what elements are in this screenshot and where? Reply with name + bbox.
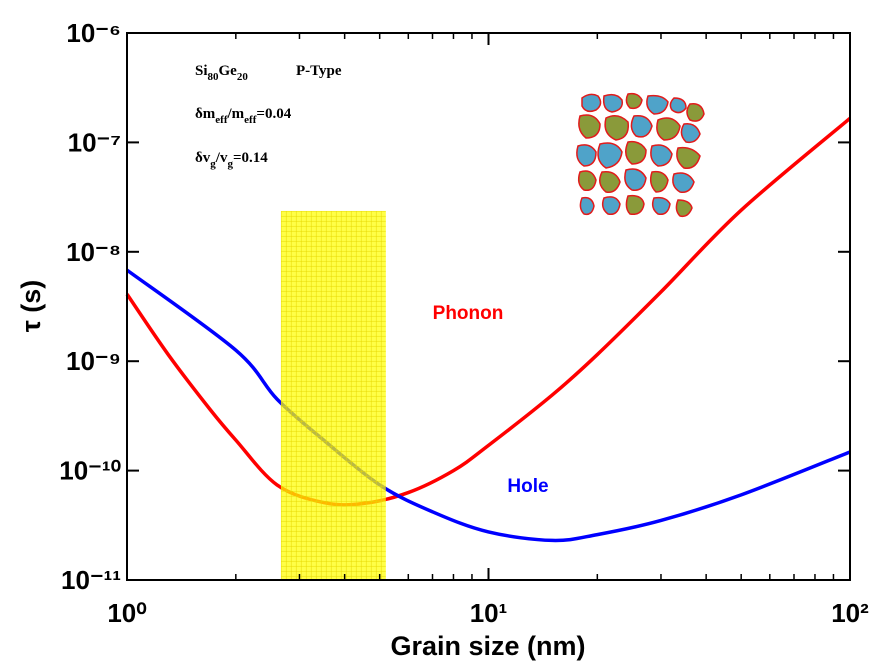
annotation: δmeff/meff=0.04 xyxy=(195,106,292,126)
curves xyxy=(125,116,852,543)
annotation-part: g xyxy=(210,158,216,170)
line xyxy=(125,116,852,507)
y-tick-label: 10⁻⁷ xyxy=(68,127,121,157)
overlay xyxy=(280,210,386,580)
annotation-part: /v xyxy=(215,150,228,166)
doping-label: P-Type xyxy=(296,63,342,79)
annotation-part: Ge xyxy=(219,63,238,79)
line xyxy=(125,268,851,543)
plot-area xyxy=(127,33,850,580)
annotation-part: 80 xyxy=(208,71,220,83)
y-tick-label: 10⁻⁹ xyxy=(66,346,121,376)
x-tick-label: 10⁰ xyxy=(107,598,146,628)
y-tick-label: 10⁻¹⁰ xyxy=(59,456,121,486)
series-label: Hole xyxy=(507,476,548,497)
annotation-part: 20 xyxy=(237,71,249,83)
x-axis-label: Grain size (nm) xyxy=(390,631,585,661)
annotation-part: Si xyxy=(195,63,208,79)
annotation-part: g xyxy=(227,158,233,170)
annotation-part: δm xyxy=(195,106,216,122)
annotation-part: eff xyxy=(215,114,228,126)
annotation-part: eff xyxy=(244,114,257,126)
y-tick-label: 10⁻⁶ xyxy=(66,18,121,48)
annotation-part: =0.04 xyxy=(256,106,291,122)
annotation: Si80Ge20 xyxy=(195,63,248,83)
annotation-part: =0.14 xyxy=(233,150,268,166)
x-tick-label: 10¹ xyxy=(470,598,508,628)
y-tick-label: 10⁻¹¹ xyxy=(61,565,121,595)
annotation-part: /m xyxy=(227,106,245,122)
y-axis-label: τ (s) xyxy=(16,280,46,333)
grain-inset xyxy=(576,92,705,218)
series-label: Phonon xyxy=(433,303,504,324)
annotation: δvg/vg=0.14 xyxy=(195,150,268,170)
ticks: 10⁰ 10¹ 10² 10⁻¹¹ 10⁻¹⁰ 10⁻⁹ 10⁻⁸ 10⁻⁷ 10⁻⁶ xyxy=(59,18,869,628)
annotation-part: δv xyxy=(195,150,211,166)
x-tick-label: 10² xyxy=(831,598,869,628)
y-tick-label: 10⁻⁸ xyxy=(66,237,121,267)
highlight-band xyxy=(281,211,386,580)
